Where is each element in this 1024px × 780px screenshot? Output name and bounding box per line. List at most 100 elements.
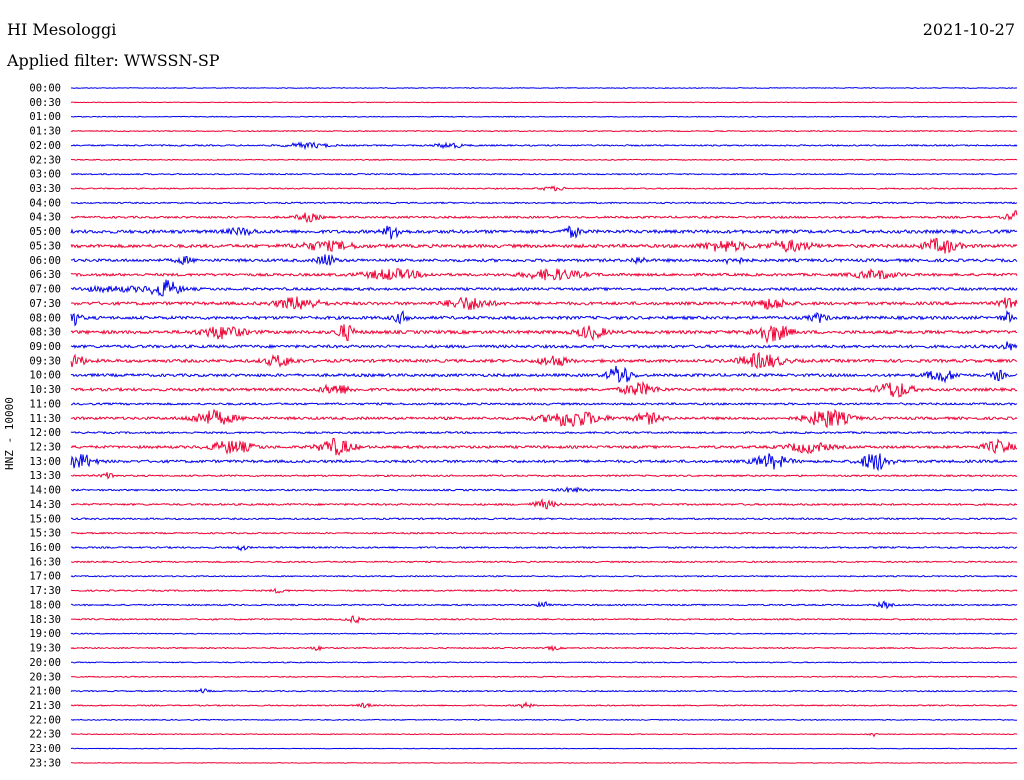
trace-0730 [70, 296, 1018, 310]
trace-0700 [70, 279, 1018, 297]
trace-0530 [70, 237, 1018, 254]
row-label-1600: 16:00 [29, 542, 61, 554]
trace-1530 [70, 531, 1018, 535]
row-label-1800: 18:00 [29, 599, 61, 611]
trace-1300 [70, 453, 1018, 472]
row-label-1830: 18:30 [29, 614, 61, 626]
row-label-0800: 08:00 [29, 312, 61, 324]
row-label-2100: 21:00 [29, 686, 61, 698]
trace-1630 [70, 560, 1018, 564]
row-label-0900: 09:00 [29, 341, 61, 353]
trace-0600 [70, 253, 1018, 266]
row-label-0700: 07:00 [29, 284, 61, 296]
row-label-1330: 13:30 [29, 470, 61, 482]
trace-1800 [70, 600, 1018, 610]
row-label-2330: 23:30 [29, 757, 61, 769]
trace-0630 [70, 267, 1018, 281]
trace-2100 [70, 687, 1018, 694]
trace-2030 [70, 675, 1018, 678]
trace-1930 [70, 644, 1018, 652]
row-label-2230: 22:30 [29, 729, 61, 741]
row-label-1630: 16:30 [29, 556, 61, 568]
row-label-0030: 00:30 [29, 97, 61, 109]
row-label-2130: 21:30 [29, 700, 61, 712]
trace-0230 [70, 158, 1018, 161]
trace-0000 [70, 86, 1018, 89]
trace-1100 [70, 401, 1018, 406]
row-label-0130: 01:30 [29, 126, 61, 138]
trace-0830 [70, 324, 1018, 344]
row-label-0530: 05:30 [29, 240, 61, 252]
row-label-1230: 12:30 [29, 442, 61, 454]
row-label-1930: 19:30 [29, 643, 61, 655]
trace-0300 [70, 172, 1018, 176]
row-label-0200: 02:00 [29, 140, 61, 152]
trace-2200 [70, 718, 1018, 722]
filter-label: Applied filter: WWSSN-SP [7, 51, 220, 70]
trace-1330 [70, 472, 1018, 480]
trace-2330 [70, 762, 1018, 764]
row-label-0400: 04:00 [29, 197, 61, 209]
trace-0930 [70, 351, 1018, 370]
trace-1900 [70, 632, 1018, 635]
date-label: 2021-10-27 [922, 20, 1015, 39]
trace-1030 [70, 380, 1018, 398]
row-label-1130: 11:30 [29, 413, 61, 425]
row-label-1430: 14:30 [29, 499, 61, 511]
row-label-0730: 07:30 [29, 298, 61, 310]
trace-1600 [70, 545, 1018, 552]
row-label-2200: 22:00 [29, 714, 61, 726]
trace-1230 [70, 437, 1018, 456]
row-label-1030: 10:30 [29, 384, 61, 396]
trace-0130 [70, 129, 1018, 133]
row-label-0330: 03:30 [29, 183, 61, 195]
trace-2130 [70, 700, 1018, 709]
trace-1130 [70, 408, 1018, 429]
row-label-1700: 17:00 [29, 571, 61, 583]
trace-0800 [70, 309, 1018, 327]
trace-0030 [70, 101, 1018, 104]
trace-2230 [70, 732, 1018, 738]
trace-1500 [70, 517, 1018, 521]
row-label-2030: 20:30 [29, 671, 61, 683]
trace-2300 [70, 747, 1018, 750]
trace-0200 [70, 141, 1018, 151]
trace-0500 [70, 225, 1018, 240]
trace-0430 [70, 210, 1018, 224]
row-label-1500: 15:00 [29, 513, 61, 525]
row-label-0930: 09:30 [29, 355, 61, 367]
row-label-2300: 23:00 [29, 743, 61, 755]
trace-2000 [70, 661, 1018, 664]
row-label-1730: 17:30 [29, 585, 61, 597]
trace-1430 [70, 497, 1018, 510]
trace-1700 [70, 574, 1018, 578]
trace-1830 [70, 615, 1018, 625]
row-label-1100: 11:00 [29, 398, 61, 410]
trace-1000 [70, 365, 1018, 384]
row-label-0830: 08:30 [29, 327, 61, 339]
row-label-1900: 19:00 [29, 628, 61, 640]
row-label-1300: 13:00 [29, 456, 61, 468]
row-label-0630: 06:30 [29, 269, 61, 281]
trace-0330 [70, 185, 1018, 192]
row-label-0300: 03:00 [29, 169, 61, 181]
row-label-0430: 04:30 [29, 212, 61, 224]
row-label-0600: 06:00 [29, 255, 61, 267]
row-label-1400: 14:00 [29, 485, 61, 497]
row-label-0100: 01:00 [29, 111, 61, 123]
trace-1730 [70, 587, 1018, 594]
row-label-0500: 05:00 [29, 226, 61, 238]
trace-0900 [70, 341, 1018, 351]
trace-1400 [70, 486, 1018, 493]
row-label-1530: 15:30 [29, 528, 61, 540]
row-label-0230: 02:30 [29, 154, 61, 166]
trace-1200 [70, 430, 1018, 435]
row-label-2000: 20:00 [29, 657, 61, 669]
station-title: HI Mesologgi [7, 20, 117, 39]
row-label-1000: 10:00 [29, 370, 61, 382]
trace-0400 [70, 201, 1018, 205]
trace-0100 [70, 115, 1018, 118]
row-label-0000: 00:00 [29, 83, 61, 95]
row-label-1200: 12:00 [29, 427, 61, 439]
